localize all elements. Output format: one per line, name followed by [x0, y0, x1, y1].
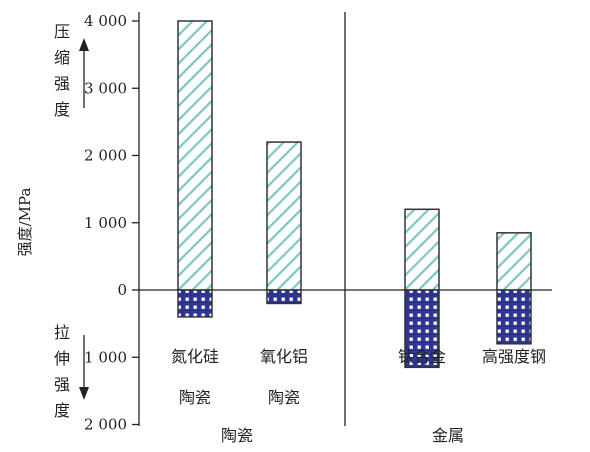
group-label-metals: 金属 [432, 426, 464, 445]
category-label: 高强度钢 [482, 347, 546, 366]
compressive-char-2: 缩 [54, 48, 70, 67]
compressive-bar [266, 141, 302, 291]
category-sublabel: 陶瓷 [179, 388, 211, 407]
tensile-indicator: 拉 伸 强 度 [54, 323, 89, 420]
y-tick-label: 2 000 [84, 416, 127, 434]
compressive-char-3: 强 [54, 74, 70, 93]
y-ticks: 4 000 3 000 2 000 1 000 0 1 000 2 000 [84, 12, 139, 434]
compressive-bar [404, 208, 440, 291]
y-axis-title: 强度/MPa [16, 188, 34, 257]
compressive-indicator: 压 缩 强 度 [54, 22, 89, 119]
compressive-bar [177, 20, 213, 291]
y-tick-label: 1 000 [84, 348, 127, 366]
y-tick-label: 4 000 [84, 12, 127, 30]
compressive-char-4: 度 [54, 100, 70, 119]
category-label: 氮化硅 [171, 347, 219, 366]
tensile-char-2: 伸 [54, 349, 70, 368]
tensile-bar [177, 289, 213, 318]
group-label-ceramics: 陶瓷 [221, 426, 253, 445]
tensile-bar [266, 289, 302, 305]
y-tick-label: 2 000 [84, 147, 127, 165]
category-sublabel: 陶瓷 [268, 388, 300, 407]
y-tick-label: 0 [117, 281, 127, 299]
y-tick-label: 1 000 [84, 214, 127, 232]
tensile-char-3: 强 [54, 375, 70, 394]
category-label: 氧化铝 [260, 347, 308, 366]
category-label: 钛合金 [398, 347, 446, 366]
tensile-char-4: 度 [54, 401, 70, 420]
y-tick-label: 3 000 [84, 79, 127, 97]
bars [177, 20, 532, 369]
compressive-char-1: 压 [54, 22, 70, 41]
tensile-bar [496, 289, 532, 345]
tensile-char-1: 拉 [54, 323, 70, 342]
up-arrow-icon [79, 38, 89, 51]
down-arrow-icon [79, 387, 89, 400]
tensile-bar [404, 289, 440, 369]
compressive-bar [496, 232, 532, 291]
